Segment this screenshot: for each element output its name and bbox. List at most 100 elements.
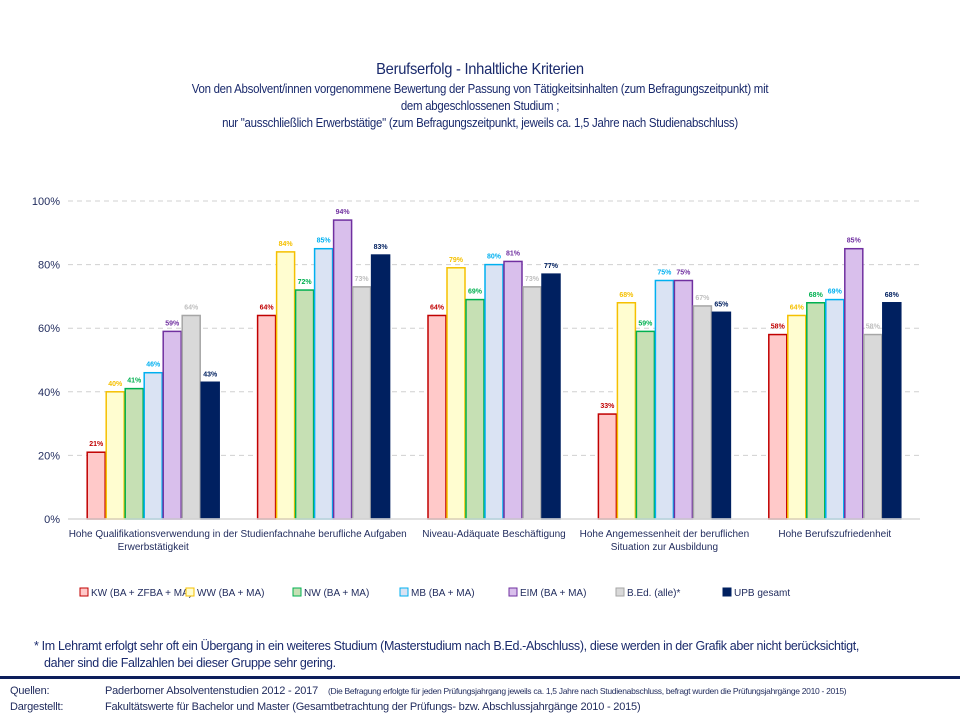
bar-nw-4 (635, 330, 656, 520)
data-label: 72% (298, 279, 313, 286)
data-label: 21% (89, 441, 104, 448)
y-tick-label: 20% (38, 450, 60, 462)
chart-title-block: Berufserfolg - Inhaltliche Kriterien Von… (0, 60, 960, 131)
bars: 21% 40% 41% 46% 59% 64% 43% 64% 84% 72% 85% 94% 73% 8… (86, 209, 902, 520)
data-label: 40% (108, 381, 123, 388)
x-category-label: Niveau-Adäquate Beschäftigung (422, 529, 565, 540)
x-category-label: Hohe Angemessenheit der beruflichen (580, 529, 750, 540)
x-axis: Hohe Qualifikationsverwendung in der Erwe… (68, 518, 920, 553)
bar-kw-1 (86, 451, 106, 520)
footnote: * Im Lehramt erfolgt sehr oft ein Überga… (34, 638, 859, 672)
bar-nw-1 (124, 387, 144, 520)
y-tick-label: 40% (38, 387, 60, 399)
bar-bed-2 (351, 286, 372, 520)
data-label: 67% (695, 295, 710, 302)
y-tick-label: 0% (44, 514, 60, 526)
data-label: 64% (790, 304, 805, 311)
legend-swatch (292, 587, 302, 597)
data-label: 68% (809, 292, 824, 299)
legend: KW (BA + ZFBA + MA) WW (BA + MA) NW (BA + … (79, 587, 790, 599)
sources-note: (Die Befragung erfolgte für jeden Prüfun… (328, 686, 847, 696)
data-label: 46% (146, 362, 161, 369)
sources-row: Quellen: Paderborner Absolventenstudien 2… (10, 685, 847, 697)
data-label: 68% (885, 292, 900, 299)
legend-swatch (615, 587, 625, 597)
data-label: 33% (600, 403, 615, 410)
chart-title: Berufserfolg - Inhaltliche Kriterien (376, 61, 584, 78)
sources-text: Paderborner Absolventenstudien 2012 - 20… (105, 685, 318, 697)
bar-upb-4 (711, 311, 732, 520)
bar-eim-3 (503, 260, 523, 520)
legend-swatch (79, 587, 89, 597)
x-category-label: Hohe Berufszufriedenheit (778, 529, 891, 540)
legend-swatch (722, 587, 732, 597)
bar-ww-2 (275, 251, 296, 520)
data-label: 80% (487, 254, 502, 261)
bar-bed-1 (181, 314, 201, 520)
bar-eim-2 (332, 219, 353, 520)
legend-label: B.Ed. (alle)* (627, 588, 680, 599)
data-label: 73% (355, 276, 370, 283)
data-label: 77% (544, 263, 559, 270)
footer-separator (0, 676, 960, 679)
bar-kw-2 (256, 314, 277, 520)
footnote-line-2: daher sind die Fallzahlen bei dieser Gru… (44, 656, 336, 670)
x-category-label: Studienfachnahe berufliche Aufgaben (240, 529, 406, 540)
data-label: 94% (336, 209, 351, 216)
data-label: 41% (127, 378, 142, 385)
data-label: 43% (203, 371, 218, 378)
x-category-label: Situation zur Ausbildung (611, 542, 718, 553)
legend-swatch (185, 587, 195, 597)
y-tick-label: 100% (32, 196, 60, 208)
bar-ww-3 (446, 267, 466, 520)
bar-bed-3 (522, 286, 542, 520)
bar-ww-1 (105, 391, 125, 520)
legend-label: UPB gesamt (734, 588, 790, 599)
bar-eim-4 (673, 279, 694, 520)
bar-ww-4 (616, 302, 637, 520)
data-label: 73% (525, 276, 540, 283)
chart-subtitle-line-1: Von den Absolvent/innen vorgenommene Bew… (191, 81, 769, 96)
y-axis: 0% 20% 40% 60% 80% 100% (32, 196, 60, 526)
legend-swatch (399, 587, 409, 597)
bar-chart: 0% 20% 40% 60% 80% 100% 21% 40% 41% 46% 59% 64% 43%… (32, 196, 920, 599)
data-label: 85% (847, 238, 862, 245)
legend-swatch (508, 587, 518, 597)
presented-text: Fakultätswerte für Bachelor und Master (… (105, 701, 641, 713)
data-label: 81% (506, 250, 521, 257)
presented-label: Dargestellt: (10, 701, 64, 713)
footnote-line-1: * Im Lehramt erfolgt sehr oft ein Überga… (34, 639, 859, 653)
y-tick-label: 60% (38, 323, 60, 335)
data-label: 65% (714, 301, 729, 308)
bar-upb-3 (541, 273, 561, 520)
bar-nw-5 (806, 302, 826, 520)
data-label: 69% (828, 289, 843, 296)
y-tick-label: 80% (38, 260, 60, 272)
bar-mb-1 (143, 371, 163, 520)
data-label: 75% (676, 270, 691, 277)
data-label: 58% (866, 324, 881, 331)
bar-bed-5 (863, 333, 883, 520)
x-category-label: Erwerbstätigkeit (118, 542, 189, 553)
data-label: 59% (165, 320, 180, 327)
bar-upb-1 (200, 381, 220, 520)
data-label: 85% (317, 238, 332, 245)
bar-eim-1 (162, 330, 182, 520)
data-label: 84% (279, 241, 294, 248)
bar-mb-3 (484, 263, 504, 520)
legend-label: WW (BA + MA) (197, 588, 265, 599)
data-label: 64% (260, 304, 275, 311)
legend-label: KW (BA + ZFBA + MA) (91, 588, 192, 599)
data-label: 68% (619, 292, 634, 299)
data-label: 64% (184, 304, 199, 311)
legend-label: MB (BA + MA) (411, 588, 475, 599)
chart-subtitle-line-3: nur "ausschließlich Erwerbstätige" (zum … (222, 115, 738, 130)
bar-upb-5 (882, 302, 902, 520)
sources-label: Quellen: (10, 685, 50, 697)
data-label: 75% (657, 270, 672, 277)
data-label: 69% (468, 289, 483, 296)
bar-kw-5 (768, 333, 788, 520)
data-label: 59% (638, 320, 653, 327)
bar-nw-3 (465, 298, 485, 520)
bar-mb-4 (654, 279, 675, 520)
